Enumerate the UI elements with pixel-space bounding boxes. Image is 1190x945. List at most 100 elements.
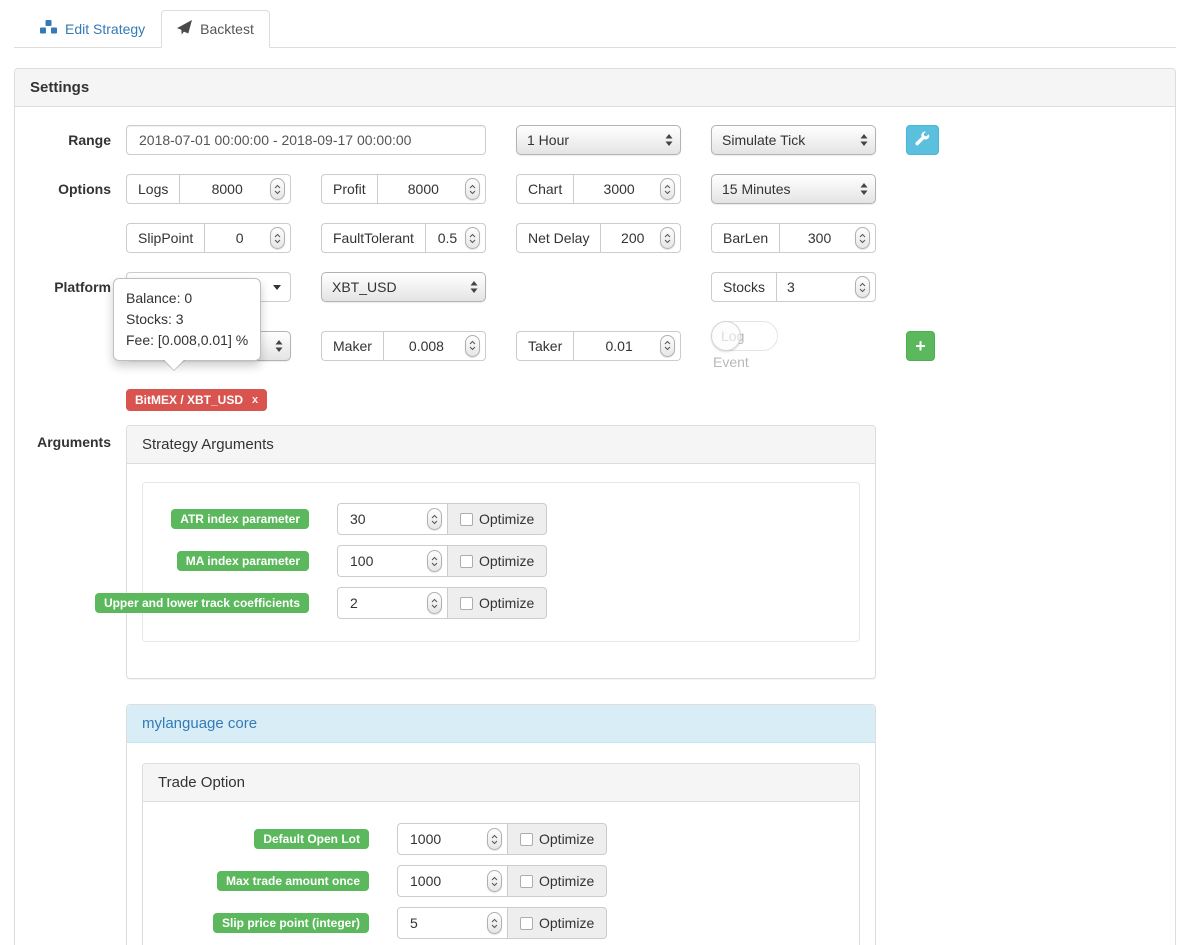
open-lot-input[interactable] (398, 831, 507, 847)
chart-field: Chart (516, 174, 681, 204)
options-row-1: Options Logs Profit Chart (30, 174, 1160, 204)
optimize-label: Optimize (479, 595, 535, 611)
track-param-input[interactable] (338, 595, 447, 611)
param-row-atr: ATR index parameter Optimize (143, 503, 859, 535)
slippoint-input[interactable] (205, 230, 290, 246)
platform-tag-row: BitMEX / XBT_USD x (30, 389, 1160, 411)
param-row-ma: MA index parameter Optimize (143, 545, 859, 577)
stepper-control[interactable] (427, 592, 442, 614)
profit-field-label: Profit (321, 174, 377, 204)
taker-input[interactable] (574, 337, 680, 354)
param-badge: Upper and lower track coefficients (94, 593, 309, 613)
range-row: Range 1 Hour Simulate Tick (30, 125, 1160, 155)
log-event-toggle-sublabel: Event (713, 354, 749, 370)
trade-option-title: Trade Option (143, 764, 859, 802)
logs-input[interactable] (180, 181, 290, 197)
options-row-2: SlipPoint FaultTolerant Net Delay (30, 223, 1160, 253)
taker-field: Taker (516, 330, 681, 361)
optimize-checkbox[interactable] (520, 832, 533, 846)
advanced-settings-button[interactable] (906, 125, 939, 155)
tab-backtest-label: Backtest (200, 21, 254, 37)
select-caret-icon (275, 339, 283, 352)
stepper-control[interactable] (855, 276, 870, 298)
chart-field-label: Chart (516, 174, 574, 204)
stepper-control[interactable] (487, 870, 502, 892)
stepper-control[interactable] (465, 178, 480, 200)
stepper-control[interactable] (427, 550, 442, 572)
barlen-field-label: BarLen (711, 223, 780, 253)
ma-param-input[interactable] (338, 553, 447, 569)
stepper-control[interactable] (427, 508, 442, 530)
stepper-control[interactable] (465, 227, 480, 249)
arguments-label: Arguments (37, 434, 111, 450)
log-event-toggle[interactable]: Log (711, 321, 778, 351)
chart-input[interactable] (574, 181, 680, 197)
select-caret-icon (860, 134, 868, 146)
select-caret-icon (860, 183, 868, 195)
optimize-checkbox[interactable] (520, 874, 533, 888)
stocks-field: Stocks (711, 272, 876, 302)
platform-tag-close-button[interactable]: x (252, 394, 259, 406)
maker-input[interactable] (383, 337, 485, 354)
logs-field-label: Logs (126, 174, 180, 204)
period-select[interactable]: 1 Hour (516, 125, 681, 155)
range-input[interactable] (126, 125, 486, 155)
optimize-label: Optimize (479, 553, 535, 569)
profit-input[interactable] (377, 181, 485, 197)
stepper-control[interactable] (465, 334, 480, 357)
stepper-control[interactable] (487, 828, 502, 850)
settings-panel-title: Settings (15, 69, 1175, 107)
tab-backtest[interactable]: Backtest (161, 10, 270, 48)
param-row-open-lot: Default Open Lot Optimize (143, 823, 859, 855)
stepper-control[interactable] (270, 227, 285, 249)
optimize-checkbox[interactable] (460, 512, 473, 526)
taker-field-label: Taker (516, 330, 574, 361)
tick-mode-select-value: Simulate Tick (722, 132, 806, 148)
select-caret-icon (470, 281, 478, 293)
max-trade-input[interactable] (398, 873, 507, 889)
symbol-select[interactable]: XBT_USD (321, 272, 486, 302)
optimize-label: Optimize (479, 511, 535, 527)
stocks-field-label: Stocks (711, 272, 777, 302)
tooltip-stocks: Stocks: 3 (126, 311, 184, 327)
stepper-control[interactable] (855, 227, 870, 249)
strategy-arguments-title: Strategy Arguments (127, 426, 875, 464)
stepper-control[interactable] (660, 334, 675, 357)
options-label: Options (58, 181, 111, 197)
slip-price-input[interactable] (398, 915, 507, 931)
select-caret-icon (665, 134, 673, 146)
tooltip-balance: Balance: 0 (126, 290, 193, 306)
logs-field: Logs (126, 174, 291, 204)
tooltip-fee: Fee: [0.008,0.01] % (126, 332, 249, 348)
optimize-checkbox[interactable] (460, 596, 473, 610)
slippoint-field-label: SlipPoint (126, 223, 205, 253)
platform-tag-text: BitMEX / XBT_USD (135, 393, 244, 407)
maker-field-label: Maker (321, 330, 383, 361)
add-platform-button[interactable]: + (906, 330, 935, 361)
tab-edit-strategy[interactable]: Edit Strategy (24, 10, 161, 47)
stepper-control[interactable] (487, 912, 502, 934)
toggle-knob (711, 321, 741, 351)
atr-param-input[interactable] (338, 511, 447, 527)
param-badge: ATR index parameter (171, 509, 309, 529)
barlen-input[interactable] (780, 230, 875, 246)
maker-field: Maker (321, 330, 486, 361)
mylanguage-core-title: mylanguage core (127, 705, 875, 743)
settings-panel: Settings Range 1 Hour Simulate Tick (14, 68, 1176, 945)
optimize-checkbox[interactable] (460, 554, 473, 568)
stepper-control[interactable] (270, 178, 285, 200)
symbol-select-value: XBT_USD (332, 279, 397, 295)
stocks-input[interactable] (777, 279, 875, 295)
stepper-control[interactable] (660, 227, 675, 249)
mylanguage-core-panel: mylanguage core Trade Option Default Ope… (126, 704, 876, 945)
plus-icon: + (915, 335, 926, 356)
optimize-checkbox[interactable] (520, 916, 533, 930)
param-badge: Max trade amount once (216, 871, 369, 891)
param-badge: MA index parameter (176, 551, 309, 571)
arguments-row: Arguments Strategy Arguments ATR index p… (30, 425, 1160, 945)
interval-select[interactable]: 15 Minutes (711, 174, 876, 204)
interval-select-value: 15 Minutes (722, 181, 791, 197)
tick-mode-select[interactable]: Simulate Tick (711, 125, 876, 155)
optimize-label: Optimize (539, 915, 595, 931)
stepper-control[interactable] (660, 178, 675, 200)
